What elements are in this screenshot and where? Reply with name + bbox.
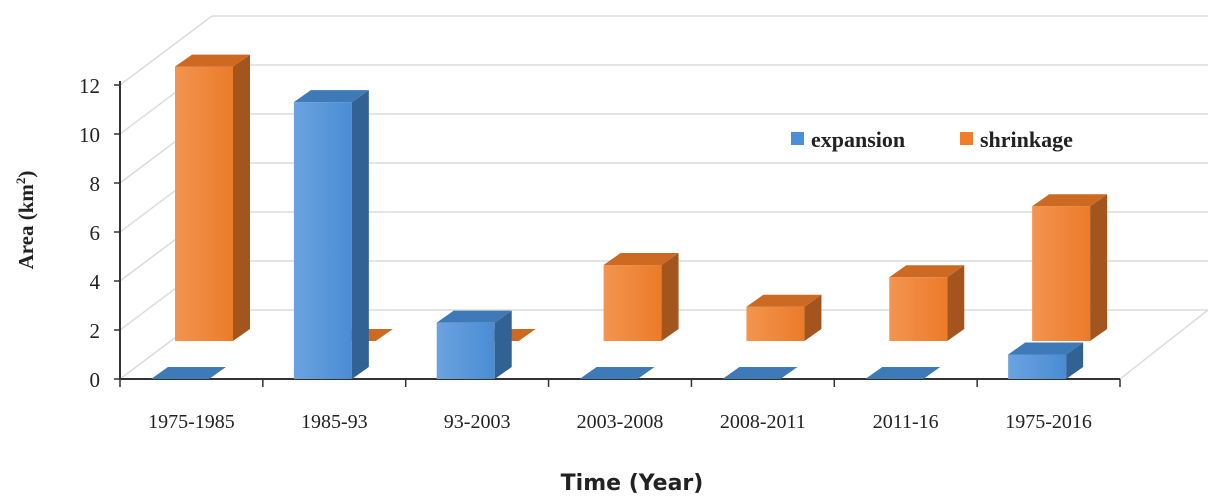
bar-shrinkage-2011-16 xyxy=(889,265,965,341)
bar-front-face xyxy=(1008,354,1067,379)
bar-top-face xyxy=(1032,194,1108,207)
bar-expansion-2011-16 xyxy=(865,367,941,379)
bar-side-face xyxy=(1090,194,1108,341)
x-tick-label: 1985-93 xyxy=(301,411,368,433)
gridline-side xyxy=(119,15,213,86)
bar-top-face xyxy=(865,367,941,379)
bar-top-face xyxy=(293,90,369,103)
bar-front-face xyxy=(603,265,662,341)
bar-top-face xyxy=(436,310,512,323)
bar-top-face xyxy=(1008,342,1084,355)
bar-top-face xyxy=(175,54,250,67)
legend: expansion shrinkage xyxy=(791,127,1073,152)
bar-side-face xyxy=(233,54,250,341)
bar-shrinkage-2003-2008 xyxy=(603,253,679,341)
x-tick-label: 2008-2011 xyxy=(720,411,806,433)
axes xyxy=(114,81,1121,387)
y-tick-labels: 0 2 4 6 8 10 12 xyxy=(79,74,101,392)
x-tick-label: 2003-2008 xyxy=(577,411,664,433)
bar-top-face xyxy=(722,367,798,379)
bar-side-face xyxy=(494,310,512,379)
x-tick-label: 1975-2016 xyxy=(1005,411,1092,433)
legend-swatch-expansion xyxy=(791,132,804,145)
bar-side-face xyxy=(351,90,369,380)
bar-shrinkage-1975-2016 xyxy=(1032,194,1108,341)
bar-expansion-93-2003 xyxy=(436,310,512,379)
x-tick-label: 2011-16 xyxy=(873,411,939,433)
bar-front-face xyxy=(746,306,805,341)
bars xyxy=(151,54,1108,380)
y-tick-label: 8 xyxy=(90,172,101,196)
x-axis-label: Time (Year) xyxy=(561,471,704,496)
legend-label-shrinkage: shrinkage xyxy=(980,127,1073,152)
bar-expansion-1975-2016 xyxy=(1008,342,1084,379)
y-tick-label: 12 xyxy=(79,74,100,98)
bar-top-face xyxy=(889,265,965,278)
bar-top-face xyxy=(151,367,226,379)
bar-side-face xyxy=(947,265,965,341)
x-tick-label: 93-2003 xyxy=(444,411,511,433)
bar-top-face xyxy=(603,253,679,266)
y-tick-label: 6 xyxy=(90,221,101,245)
legend-label-expansion: expansion xyxy=(811,127,905,152)
y-axis-label: Area (km2) xyxy=(13,171,38,270)
bar-front-face xyxy=(293,102,352,380)
bar-front-face xyxy=(436,322,495,379)
bar-expansion-2003-2008 xyxy=(579,367,655,379)
floor-right xyxy=(1119,309,1209,380)
bar-front-face xyxy=(889,277,948,341)
bar-front-face xyxy=(175,66,233,341)
bar-expansion-1985-93 xyxy=(293,90,369,380)
bar-side-face xyxy=(804,294,822,341)
bar-expansion-1975-1985 xyxy=(151,367,226,379)
x-tick-label: 1975-1985 xyxy=(148,411,235,433)
y-tick-label: 0 xyxy=(90,368,101,392)
x-tick-labels: 1975-1985 1985-93 93-2003 2003-2008 2008-201… xyxy=(148,411,1092,433)
bar-top-face xyxy=(579,367,655,379)
bar-expansion-2008-2011 xyxy=(722,367,798,379)
bar-front-face xyxy=(1032,206,1091,341)
y-tick-label: 10 xyxy=(79,123,100,147)
bar-shrinkage-2008-2011 xyxy=(746,294,822,341)
y-tick-label: 2 xyxy=(90,319,101,343)
bar-side-face xyxy=(1066,342,1084,379)
y-tick-label: 4 xyxy=(90,270,101,294)
bar-shrinkage-1975-1985 xyxy=(175,54,250,341)
legend-swatch-shrinkage xyxy=(960,132,973,145)
bar-top-face xyxy=(746,294,822,307)
bar-side-face xyxy=(661,253,679,341)
